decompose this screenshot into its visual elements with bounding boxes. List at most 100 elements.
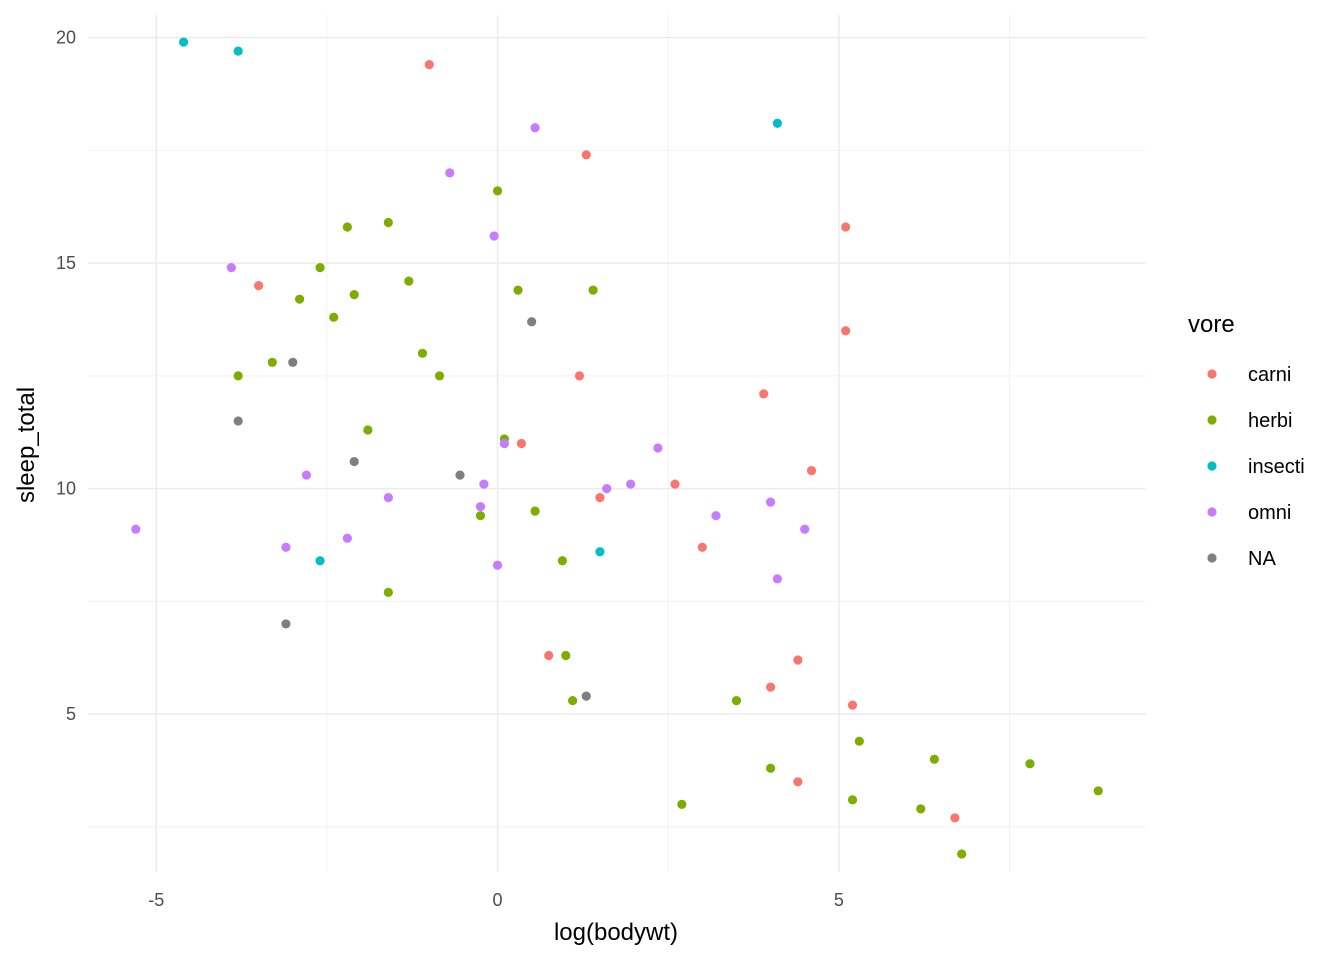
data-point-na [581,691,591,701]
data-point-carni [595,493,605,503]
x-axis-title: log(bodywt) [554,919,678,946]
data-point-herbi [916,804,926,814]
data-point-carni [574,371,585,381]
data-point-na [233,416,243,426]
y-axis-tick-labels: 5 10 15 20 [56,28,76,725]
data-point-carni [581,150,591,160]
legend-key-herbi [1207,415,1217,425]
minor-gridlines [88,15,1146,872]
data-point-carni [841,326,851,336]
data-point-insecti [233,46,243,56]
data-point-herbi [363,425,373,435]
data-point-herbi [530,506,540,516]
data-point-herbi [267,357,277,367]
data-point-carni [670,479,680,489]
data-point-omni [131,524,141,534]
data-point-omni [711,511,721,521]
data-point-omni [800,524,810,534]
data-point-omni [475,502,486,512]
data-point-herbi [383,587,393,597]
data-point-carni [254,281,264,291]
x-tick-label: 5 [834,890,844,910]
data-point-herbi [677,799,687,809]
major-gridlines [88,15,1146,872]
data-point-herbi [295,294,305,304]
data-point-carni [765,682,776,692]
data-point-herbi [847,795,858,805]
legend-key-omni [1207,507,1217,517]
data-point-omni [479,479,489,489]
data-point-insecti [595,547,605,557]
data-point-herbi [434,371,445,381]
data-point-omni [765,497,776,507]
x-tick-label: -5 [148,890,164,910]
data-point-herbi [765,763,776,773]
y-axis-title: sleep_total [13,387,40,503]
data-point-insecti [315,556,325,566]
data-point-herbi [957,849,967,859]
data-point-omni [489,231,499,241]
y-tick-label: 15 [56,253,76,273]
data-point-omni [772,574,783,584]
data-point-herbi [492,186,503,196]
data-point-na [349,456,359,467]
data-point-omni [499,438,509,449]
data-point-herbi [561,650,571,661]
data-point-herbi [588,285,598,295]
data-point-herbi [929,754,940,764]
data-point-omni [653,443,663,453]
y-tick-label: 5 [66,704,76,724]
data-point-herbi [854,736,864,746]
data-point-carni [424,60,434,70]
data-point-omni [492,560,503,570]
data-point-na [455,470,465,480]
legend-label-omni: omni [1248,502,1291,524]
data-point-na [288,357,298,367]
data-point-herbi [475,511,486,521]
data-point-carni [516,438,527,449]
data-point-carni [544,650,554,661]
data-point-herbi [513,285,523,295]
legend-label-insecti: insecti [1248,456,1305,478]
data-points [131,37,1103,859]
data-point-omni [530,123,540,133]
data-point-herbi [404,276,414,286]
data-point-carni [793,777,803,787]
x-tick-label: 0 [493,890,503,910]
data-point-herbi [731,696,742,706]
y-tick-label: 20 [56,28,76,48]
data-point-na [527,317,537,327]
data-point-omni [226,262,236,273]
data-point-carni [793,655,803,665]
data-point-omni [342,533,352,543]
data-point-omni [626,479,636,489]
legend-label-carni: carni [1248,364,1291,386]
data-point-carni [759,389,769,399]
legend-title: vore [1188,311,1235,338]
data-point-herbi [349,290,359,300]
legend-key-insecti [1207,461,1217,471]
data-point-insecti [772,118,783,128]
legend-key-carni [1207,369,1217,379]
data-point-herbi [315,262,325,273]
data-point-herbi [383,217,393,228]
legend-key-na [1207,553,1217,563]
data-point-omni [301,470,312,480]
data-point-herbi [557,556,567,566]
legend-label-na: NA [1248,548,1276,570]
legend-items: carni herbi insecti omni NA [1207,364,1305,570]
data-point-carni [950,813,960,823]
data-point-herbi [329,312,339,322]
data-point-herbi [1093,786,1103,796]
data-point-omni [383,493,393,503]
y-tick-label: 10 [56,479,76,499]
data-point-herbi [568,696,578,706]
data-point-herbi [417,348,428,358]
data-point-insecti [178,37,189,47]
data-point-carni [847,700,858,710]
x-axis-tick-labels: -5 0 5 [148,890,844,910]
legend: vore carni herbi insecti omni NA [1188,311,1305,570]
data-point-carni [697,542,707,552]
data-point-na [281,619,291,629]
